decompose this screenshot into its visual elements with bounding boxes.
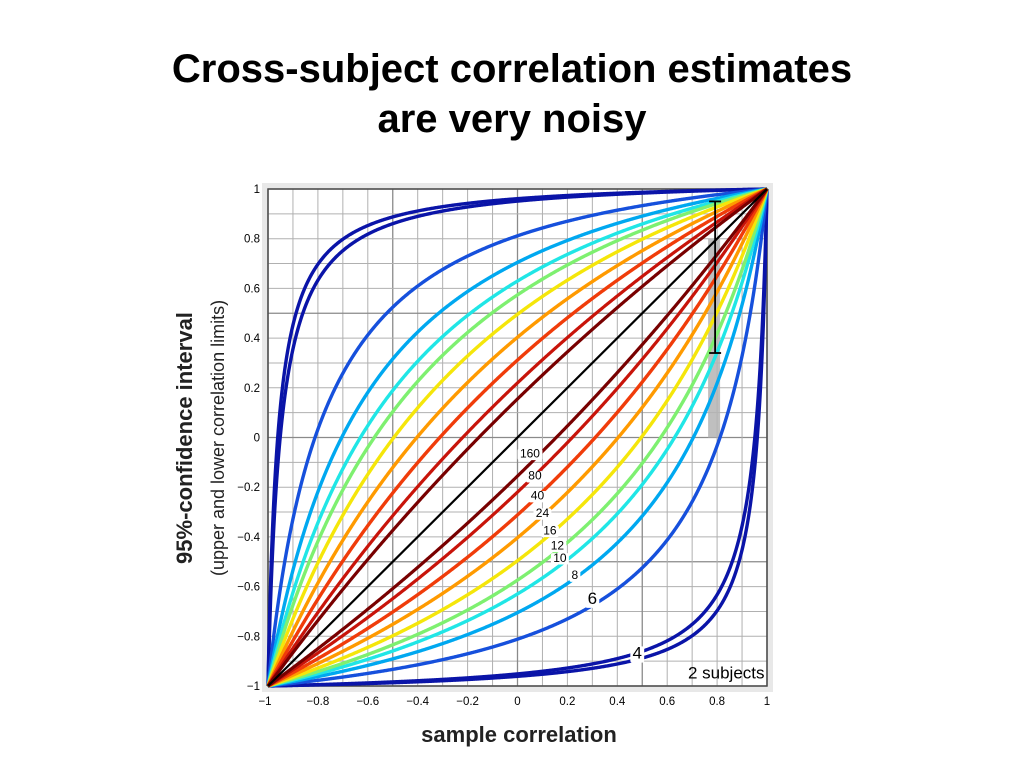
y-tick-label: 0.2 (244, 383, 260, 395)
y-tick-label: −0.6 (237, 582, 260, 594)
curve-label-2-subjects: 2 subjects (688, 664, 765, 683)
curve-lower-80 (267, 188, 769, 688)
x-tick-label: −0.6 (356, 696, 379, 708)
curve-upper-12 (266, 187, 769, 687)
curve-lower-16 (266, 188, 769, 688)
curve-upper-80 (266, 187, 768, 687)
x-tick-label: −0.2 (456, 696, 479, 708)
curve-upper-40 (266, 187, 769, 687)
curve-upper-10 (266, 187, 769, 687)
y-tick-label: −0.4 (237, 532, 260, 544)
curve-upper-4 (266, 187, 769, 686)
curve-lower-12 (266, 188, 769, 688)
x-tick-label: −1 (258, 696, 271, 708)
curve-label-10: 10 (553, 551, 567, 565)
curve-label-bg (528, 490, 547, 503)
y-tick-label: 0.8 (244, 234, 260, 246)
chart-curves (266, 187, 769, 688)
curve-lower-8 (266, 188, 769, 688)
y-axis-title: 95%-confidence interval (172, 312, 197, 564)
curve-upper-160 (266, 187, 768, 687)
curve-label-24: 24 (536, 506, 550, 520)
slide-title-line-1: Cross-subject correlation estimates (171, 47, 853, 91)
plot-border (267, 188, 768, 687)
x-tick-label: 0.4 (609, 696, 626, 708)
curve-label-12: 12 (551, 538, 565, 552)
x-tick-label: 0 (514, 696, 520, 708)
slide-title: Cross-subject correlation estimates are … (0, 44, 1024, 144)
ci-marker (709, 200, 722, 354)
curve-lower-40 (266, 188, 769, 688)
curve-lower-4 (266, 189, 769, 688)
curve-lower-6 (266, 188, 769, 688)
x-tick-label: 1 (764, 696, 770, 708)
curve-label-6: 6 (588, 589, 597, 608)
x-tick-label: 0.2 (559, 696, 575, 708)
curve-lower-24 (266, 188, 769, 688)
curve-label-bg (630, 646, 645, 663)
x-tick-label: −0.8 (307, 696, 330, 708)
y-axis-subtitle: (upper and lower correlation limits) (208, 300, 228, 576)
curve-label-bg (533, 508, 552, 520)
curve-label-bg (540, 525, 559, 538)
curve-label-bg (517, 448, 543, 461)
curve-label-80: 80 (528, 469, 542, 483)
curve-label-40: 40 (531, 489, 545, 503)
curve-lower-160 (267, 188, 769, 688)
curve-upper-24 (266, 187, 769, 687)
x-tick-label: 0.8 (709, 696, 725, 708)
curve-upper-16 (266, 187, 769, 687)
y-tick-label: 0 (254, 433, 260, 445)
slide-title-line-2: are very noisy (377, 97, 647, 141)
curve-label-bg (526, 471, 544, 483)
curve-upper-8 (266, 187, 769, 687)
x-tick-label: 0.6 (659, 696, 675, 708)
y-tick-label: 0.6 (244, 283, 260, 295)
y-tick-label: 0.4 (244, 333, 261, 345)
curve-label-bg (548, 540, 567, 553)
curve-label-bg (585, 591, 600, 608)
curve-label-bg (569, 570, 581, 582)
curve-lower-10 (266, 188, 769, 688)
y-tick-label: −0.8 (237, 631, 260, 643)
curve-upper-6 (266, 187, 769, 687)
curve-label-160: 160 (520, 446, 540, 460)
curve-label-16: 16 (543, 523, 557, 537)
curve-label-8: 8 (572, 568, 579, 582)
y-tick-label: 1 (254, 184, 260, 196)
y-tick-label: −1 (247, 681, 260, 693)
chart-axes: −1 −0.8 −0.6 −0.4 −0.2 0 0.2 0.4 0.6 0.8 1 −1 −0.8 −0… (172, 184, 770, 747)
x-tick-label: −0.4 (406, 696, 429, 708)
identity-diagonal (267, 188, 768, 687)
curve-label-4: 4 (633, 644, 642, 663)
y-tick-label: −0.2 (237, 482, 260, 494)
x-axis-title: sample correlation (421, 722, 617, 747)
curve-label-bg (550, 553, 569, 565)
